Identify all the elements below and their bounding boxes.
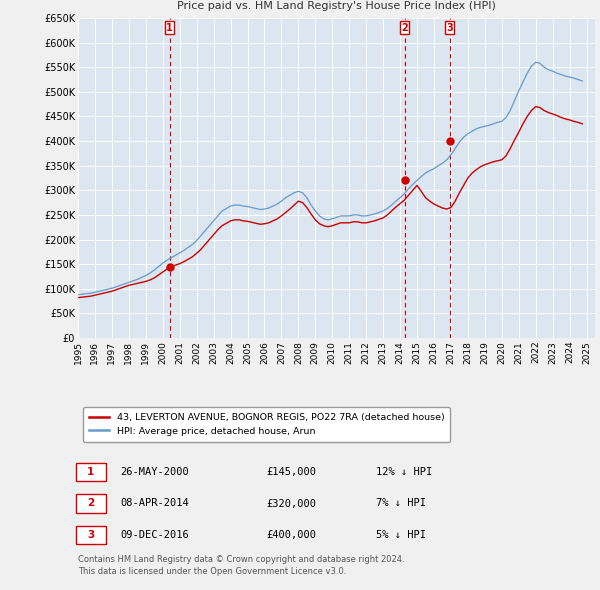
Text: 7% ↓ HPI: 7% ↓ HPI <box>376 499 426 509</box>
Text: 2: 2 <box>401 23 408 33</box>
Text: 12% ↓ HPI: 12% ↓ HPI <box>376 467 432 477</box>
Text: £400,000: £400,000 <box>266 530 316 540</box>
Text: 1: 1 <box>166 23 173 33</box>
FancyBboxPatch shape <box>76 526 106 545</box>
Legend: 43, LEVERTON AVENUE, BOGNOR REGIS, PO22 7RA (detached house), HPI: Average price: 43, LEVERTON AVENUE, BOGNOR REGIS, PO22 … <box>83 408 451 441</box>
FancyBboxPatch shape <box>76 494 106 513</box>
Text: 5% ↓ HPI: 5% ↓ HPI <box>376 530 426 540</box>
Text: £145,000: £145,000 <box>266 467 316 477</box>
Text: 3: 3 <box>87 530 94 540</box>
Text: 26-MAY-2000: 26-MAY-2000 <box>120 467 189 477</box>
Text: 1: 1 <box>87 467 94 477</box>
Text: 2: 2 <box>87 499 94 509</box>
Text: Contains HM Land Registry data © Crown copyright and database right 2024.
This d: Contains HM Land Registry data © Crown c… <box>78 555 405 576</box>
FancyBboxPatch shape <box>76 463 106 481</box>
Text: £320,000: £320,000 <box>266 499 316 509</box>
Text: 09-DEC-2016: 09-DEC-2016 <box>120 530 189 540</box>
Text: 3: 3 <box>446 23 453 33</box>
Text: 08-APR-2014: 08-APR-2014 <box>120 499 189 509</box>
Text: Price paid vs. HM Land Registry's House Price Index (HPI): Price paid vs. HM Land Registry's House … <box>177 1 496 11</box>
